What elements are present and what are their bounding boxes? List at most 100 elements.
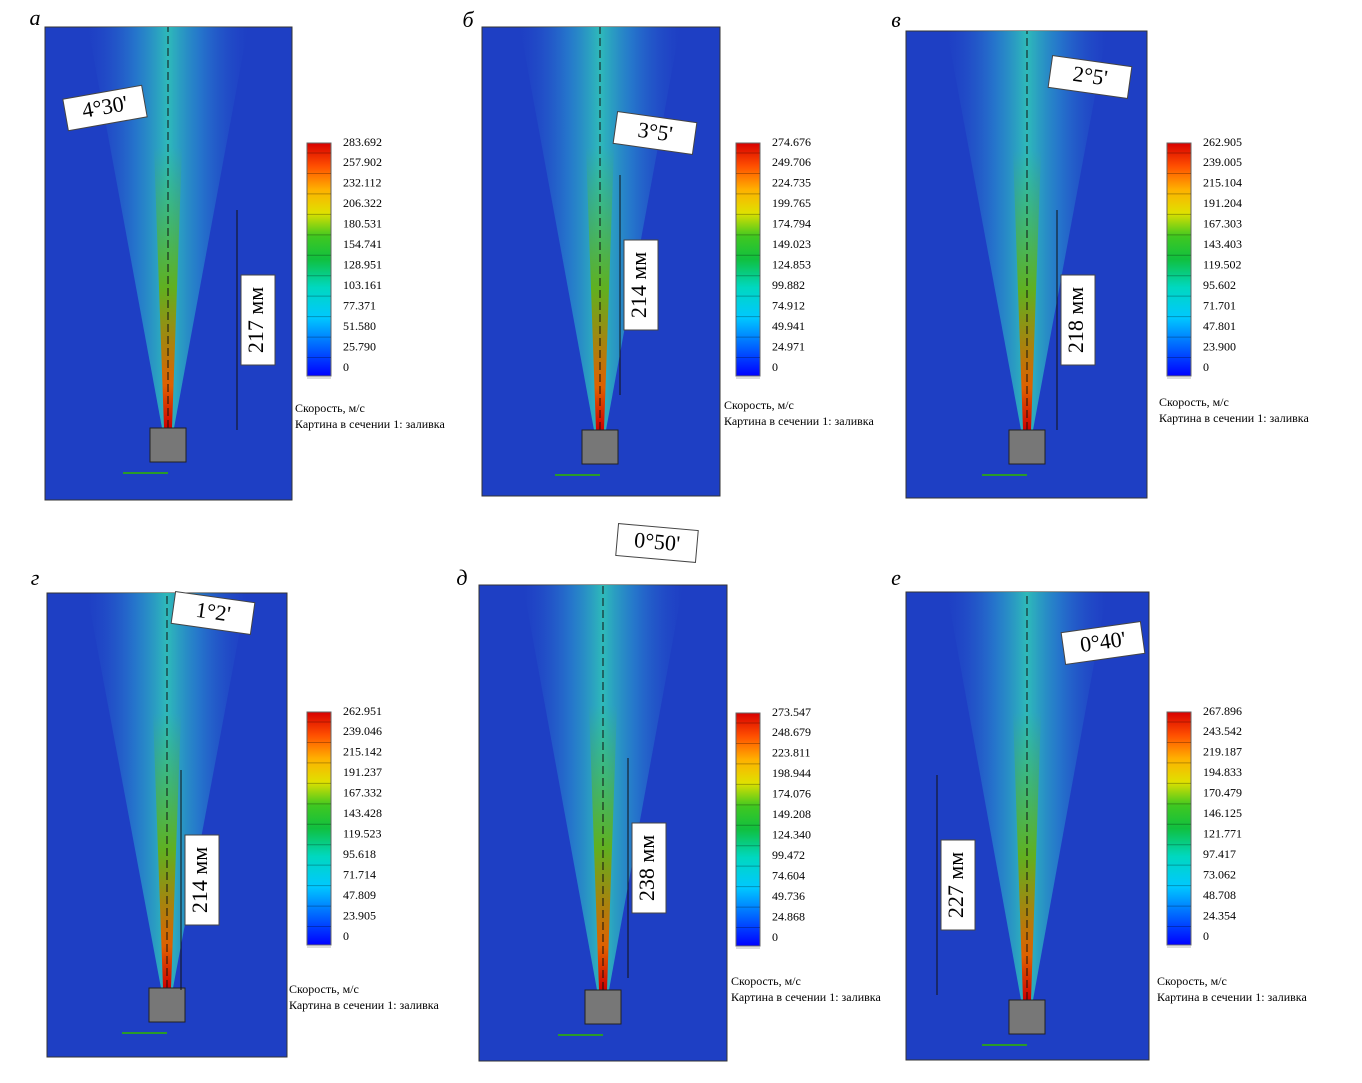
colorbar-tick-label: 23.900 [1203,339,1236,353]
colorbar-tick-label: 239.005 [1203,155,1242,169]
colorbar-tick-label: 243.542 [1203,724,1242,738]
colorbar-tick-label: 219.187 [1203,745,1242,759]
colorbar-tick-label: 48.708 [1203,888,1236,902]
nozzle [584,989,622,1025]
colorbar-tick-label: 103.161 [343,278,382,292]
colorbar-tick-label: 194.833 [1203,765,1242,779]
colorbar-tick-label: 119.523 [343,826,382,840]
colorbar-tick-label: 224.735 [772,176,811,190]
colorbar-tick-label: 124.340 [772,827,811,841]
annotation-box [1060,274,1096,366]
angle-label: 3°5' [636,117,674,147]
nozzle [149,427,187,463]
nozzle [1008,999,1046,1035]
distance-label: 214 мм [187,847,212,913]
distance-label: 238 мм [634,835,659,901]
colorbar-tick-label: 170.479 [1203,786,1242,800]
colorbar-tick-label: 174.076 [772,787,811,801]
colorbar-tick-label: 74.604 [772,868,805,882]
legend-title: Скорость, м/с [295,401,365,415]
colorbar-tick-label: 191.237 [343,765,382,779]
distance-label: 217 мм [243,287,268,353]
colorbar-tick-label: 274.676 [772,135,811,149]
colorbar-tick-label: 215.142 [343,745,382,759]
colorbar-tick-label: 71.714 [343,867,376,881]
panel: е 0°40' 227 мм 267.896 243.542 219.187 194.833… [891,565,1307,1061]
colorbar-tick-label: 73.062 [1203,867,1236,881]
colorbar [1166,711,1192,946]
annotation-box [1047,55,1133,99]
colorbar-tick-label: 95.618 [343,847,376,861]
legend-title: Скорость, м/с [1159,395,1229,409]
distance-annotation: 238 мм [627,758,667,978]
colorbar-tick-label: 51.580 [343,319,376,333]
annotation-box [623,239,659,331]
angle-annotation: 3°5' [612,111,698,155]
annotation-box [184,834,220,926]
colorbar-tick-label: 143.428 [343,806,382,820]
colorbar-tick-label: 23.905 [343,908,376,922]
colorbar-tick-label: 24.354 [1203,908,1236,922]
colorbar-tick-label: 0 [343,929,349,943]
colorbar-tick-label: 206.322 [343,196,382,210]
legend-subtitle: Картина в сечении 1: заливка [1159,411,1309,425]
colorbar [306,711,332,946]
nozzle [148,987,186,1023]
colorbar-tick-label: 119.502 [1203,257,1242,271]
colorbar-tick-label: 143.403 [1203,237,1242,251]
colorbar-tick-label: 99.882 [772,278,805,292]
colorbar-tick-label: 262.951 [343,704,382,718]
legend-subtitle: Картина в сечении 1: заливка [289,998,439,1012]
panel: г 1°2' 214 мм 262.951 239.046 215.142 191.237 1… [31,565,439,1058]
colorbar-tick-label: 47.809 [343,888,376,902]
colorbar-tick-label: 198.944 [772,766,811,780]
colorbar-tick-label: 121.771 [1203,826,1242,840]
annotation-box [62,84,148,132]
colorbar-tick-label: 191.204 [1203,196,1242,210]
legend-title: Скорость, м/с [724,398,794,412]
legend-title: Скорость, м/с [289,982,359,996]
colorbar-tick-label: 74.912 [772,298,805,312]
colorbar-tick-label: 283.692 [343,135,382,149]
annotation-box [170,591,256,635]
annotation-box [631,822,667,914]
legend-title: Скорость, м/с [1157,974,1227,988]
colorbar-tick-label: 149.208 [772,807,811,821]
colorbar-tick-label: 262.905 [1203,135,1242,149]
annotation-box [940,839,976,931]
panel: д 0°50' 238 мм 273.547 248.679 223.811 198.944… [456,523,881,1062]
panel-letter: а [30,5,41,30]
angle-label: 1°2' [194,597,232,627]
panel-letter: б [462,7,474,32]
colorbar [735,712,761,947]
colorbar-tick-label: 223.811 [772,746,811,760]
angle-annotation: 2°5' [1047,55,1133,99]
distance-annotation: 214 мм [619,175,659,395]
colorbar-tick-label: 124.853 [772,257,811,271]
colorbar-tick-label: 128.951 [343,257,382,271]
legend-subtitle: Картина в сечении 1: заливка [1157,990,1307,1004]
distance-label: 227 мм [943,852,968,918]
colorbar-tick-label: 99.472 [772,848,805,862]
jet-core [589,705,617,990]
annotation-box [1060,621,1146,665]
colorbar-tick-label: 267.896 [1203,704,1242,718]
distance-annotation: 217 мм [236,210,276,430]
panel: а 4°30' 217 мм 283.692 257.902 232.112 206.322… [30,5,445,501]
colorbar-tick-label: 97.417 [1203,847,1236,861]
colorbar [306,142,332,377]
panel-letter: д [456,565,467,590]
angle-annotation: 4°30' [62,84,148,132]
angle-annotation: 0°50' [615,523,699,563]
jet-core [586,147,614,430]
colorbar-tick-label: 146.125 [1203,806,1242,820]
panel-letter: в [891,7,901,32]
distance-label: 218 мм [1063,287,1088,353]
colorbar-tick-label: 47.801 [1203,319,1236,333]
panel-letter: е [891,565,901,590]
colorbar-tick-label: 273.547 [772,705,811,719]
distance-annotation: 218 мм [1056,210,1096,430]
colorbar-tick-label: 49.941 [772,319,805,333]
distance-annotation: 227 мм [936,775,976,995]
